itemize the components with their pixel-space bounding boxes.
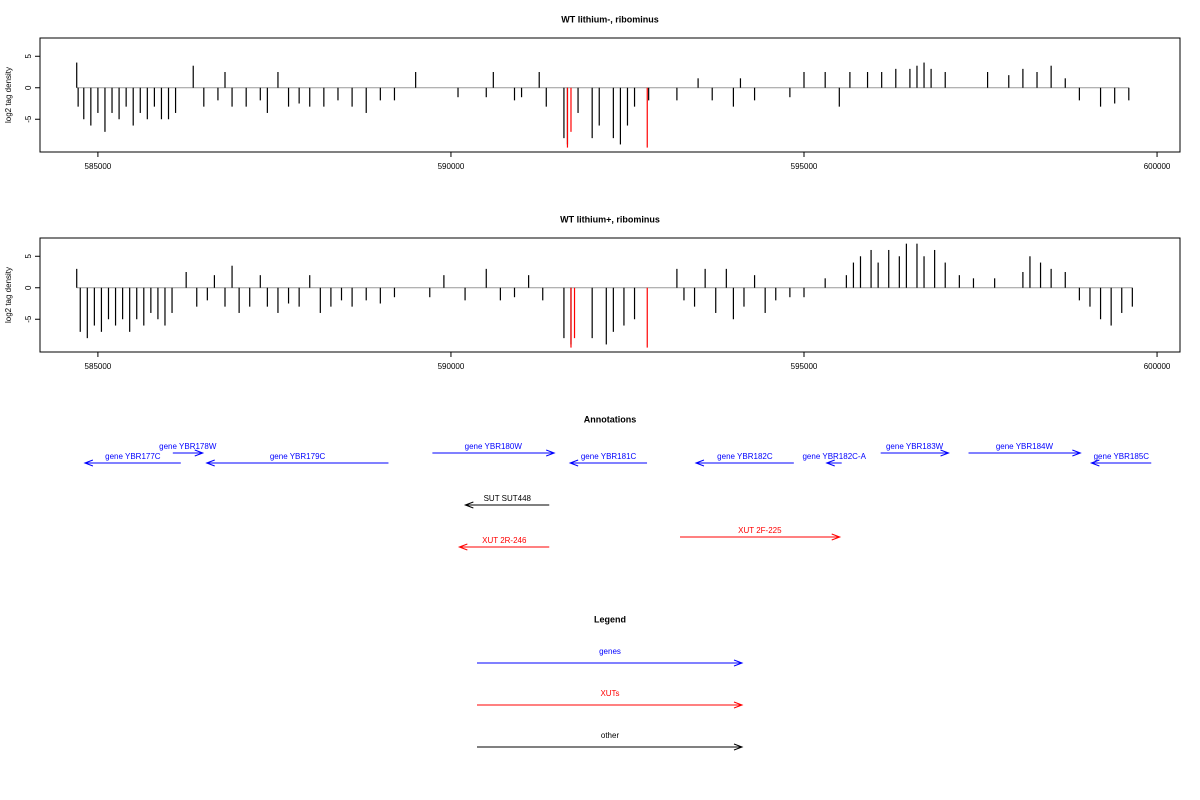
arrow-head [831, 533, 842, 541]
arrow-head [694, 459, 705, 467]
arrow-head [194, 449, 205, 457]
feature-label: gene YBR181C [581, 452, 637, 461]
chart-title: WT lithium+, ribominus [560, 214, 660, 224]
y-tick-label: 0 [24, 285, 33, 290]
feature-label: XUT 2R-246 [482, 536, 527, 545]
feature-label: gene YBR182C-A [802, 452, 866, 461]
legend-label: genes [599, 647, 621, 656]
legend-title: Legend [594, 614, 626, 624]
feature-label: XUT 2F-225 [738, 526, 782, 535]
arrow-head [733, 701, 744, 709]
y-tick-label: 5 [24, 253, 33, 258]
arrow-head [825, 459, 835, 467]
feature-label: gene YBR185C [1094, 452, 1150, 461]
plot-frame [39, 237, 1181, 353]
y-tick-label: 5 [24, 53, 33, 58]
x-tick-label: 585000 [85, 362, 112, 371]
chart-title: WT lithium-, ribominus [561, 14, 659, 24]
feature-label: gene YBR184W [996, 442, 1054, 451]
feature-label: gene YBR180W [465, 442, 523, 451]
x-tick-label: 600000 [1144, 162, 1171, 171]
x-tick-label: 590000 [438, 362, 465, 371]
y-axis-label: log2 tag density [4, 267, 13, 323]
feature-label: gene YBR178W [159, 442, 217, 451]
feature-label: gene YBR183W [886, 442, 944, 451]
x-tick-label: 590000 [438, 162, 465, 171]
plot-frame [39, 37, 1181, 153]
arrow-head [733, 743, 744, 751]
feature-label: gene YBR177C [105, 452, 161, 461]
arrow-head [457, 543, 468, 551]
y-tick-label: 0 [24, 85, 33, 90]
arrow-head [733, 659, 744, 667]
arrow-head [568, 459, 579, 467]
arrow-head [940, 449, 950, 457]
annotations-title: Annotations [584, 414, 637, 424]
legend-label: other [601, 731, 620, 740]
x-tick-label: 585000 [85, 162, 112, 171]
x-tick-label: 595000 [791, 362, 818, 371]
x-tick-label: 600000 [1144, 362, 1171, 371]
arrow-head [546, 449, 556, 457]
arrow-head [1089, 459, 1100, 467]
feature-label: gene YBR179C [270, 452, 326, 461]
legend-label: XUTs [600, 689, 619, 698]
x-tick-label: 595000 [791, 162, 818, 171]
feature-label: gene YBR182C [717, 452, 773, 461]
y-axis-label: log2 tag density [4, 67, 13, 123]
feature-label: SUT SUT448 [484, 494, 532, 503]
arrow-head [463, 501, 474, 509]
arrow-head [1072, 449, 1082, 457]
arrow-head [83, 459, 94, 467]
y-tick-label: -5 [24, 115, 33, 123]
y-tick-label: -5 [24, 315, 33, 323]
arrow-head [205, 459, 215, 467]
